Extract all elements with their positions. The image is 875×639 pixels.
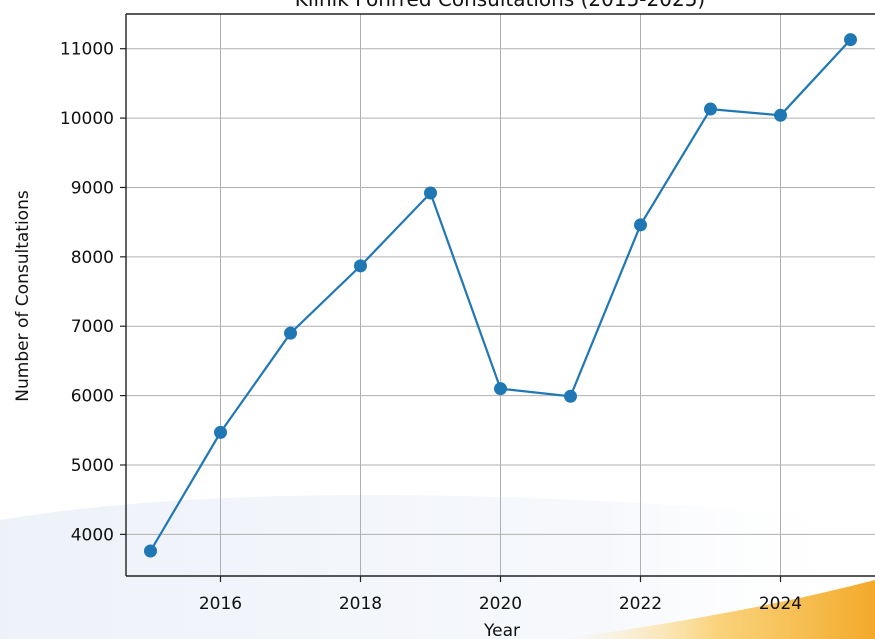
x-tick-label: 2016: [199, 594, 242, 614]
x-tick-label: 2024: [759, 594, 802, 614]
x-tick-label: 2018: [339, 594, 382, 614]
x-tick-label: 2020: [479, 594, 522, 614]
y-axis-ticks: 4000 5000 6000 7000 8000 9000 10000 11000: [60, 40, 126, 545]
y-tick-label: 10000: [60, 109, 114, 129]
y-tick-label: 4000: [71, 525, 114, 545]
data-point: [354, 259, 367, 273]
x-axis-label: Year: [483, 621, 520, 639]
data-point: [704, 102, 717, 116]
data-point: [214, 425, 227, 439]
x-axis-ticks: 2016 2018 2020 2022 2024: [199, 576, 802, 614]
data-point: [424, 186, 437, 200]
y-tick-label: 11000: [60, 40, 114, 60]
y-tick-label: 9000: [71, 178, 114, 198]
data-point: [494, 382, 507, 396]
y-tick-label: 7000: [71, 317, 114, 337]
data-point: [564, 389, 577, 403]
y-tick-label: 5000: [71, 456, 114, 476]
data-series: [144, 33, 857, 558]
x-tick-label: 2022: [619, 594, 662, 614]
chart-title: Klinik Fohrred Consultations (2015-2025): [295, 0, 705, 11]
grid-lines: [126, 14, 875, 576]
data-point: [774, 108, 787, 122]
data-point: [284, 326, 297, 340]
data-point: [144, 544, 157, 558]
y-tick-label: 8000: [71, 248, 114, 268]
data-point: [634, 218, 647, 232]
data-point: [844, 33, 857, 47]
y-tick-label: 6000: [71, 387, 114, 407]
y-axis-label: Number of Consultations: [13, 190, 33, 402]
